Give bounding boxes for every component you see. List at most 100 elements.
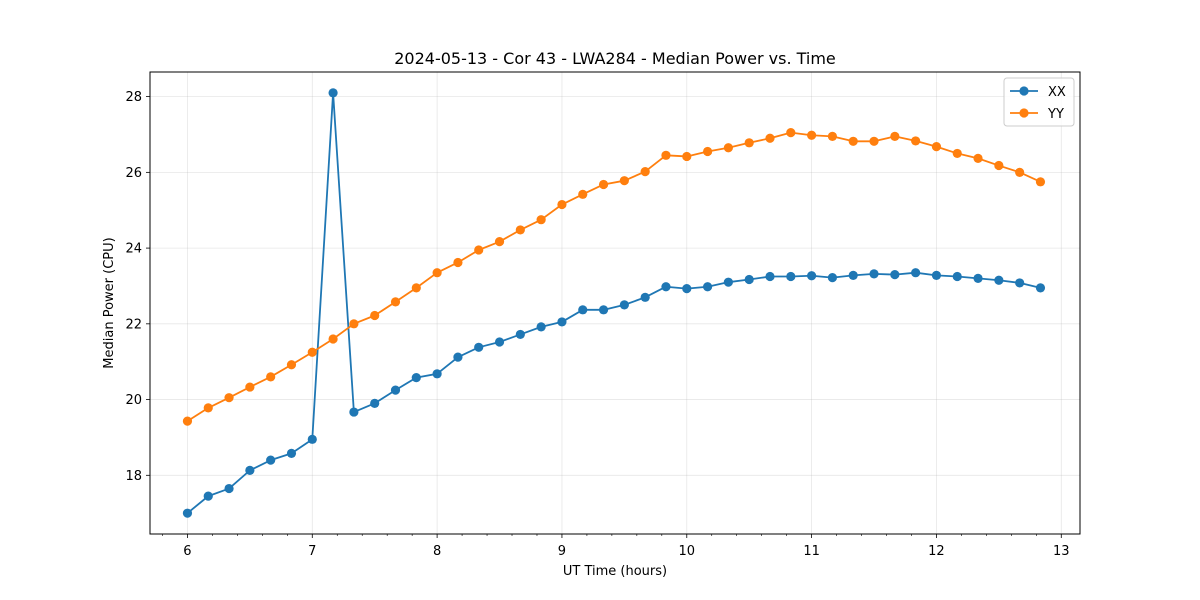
data-point-xx (786, 271, 796, 282)
data-point-yy (286, 360, 297, 370)
data-point-xx (869, 269, 879, 279)
data-point-xx (286, 448, 297, 458)
legend-marker-xx (1019, 86, 1029, 96)
plot-frame (149, 71, 1081, 535)
data-point-yy (786, 127, 796, 138)
data-point-xx (578, 305, 588, 315)
data-point-yy (432, 268, 442, 278)
data-point-xx (182, 508, 193, 518)
y-tick-label: 22 (125, 317, 142, 332)
series-layer (182, 88, 1046, 518)
data-point-yy (744, 138, 754, 148)
y-tick-label: 20 (125, 393, 142, 408)
data-point-xx (432, 369, 442, 379)
data-point-xx (245, 465, 255, 475)
data-point-xx (640, 292, 650, 302)
data-point-yy (370, 310, 380, 321)
y-axis-label: Median Power (CPU) (102, 237, 117, 368)
data-point-xx (598, 305, 609, 315)
x-tick-label: 13 (1053, 544, 1070, 559)
data-point-xx (702, 282, 713, 292)
data-point-yy (328, 334, 338, 344)
data-point-xx (557, 317, 567, 327)
legend-marker-yy (1019, 108, 1029, 118)
legend-label-xx: XX (1048, 85, 1066, 100)
data-point-xx (390, 385, 401, 395)
axes: 6 7 8 9 10 11 12 13 18 20 22 24 26 28 (125, 90, 1069, 559)
data-point-xx (682, 284, 692, 294)
data-point-xx (973, 273, 983, 283)
data-point-xx (515, 329, 525, 340)
data-point-yy (557, 199, 567, 210)
data-point-xx (536, 322, 546, 332)
y-tick-label: 28 (125, 90, 142, 105)
data-point-yy (994, 160, 1004, 171)
data-point-xx (328, 88, 338, 98)
data-point-yy (203, 403, 213, 413)
chart-title: 2024-05-13 - Cor 43 - LWA284 - Median Po… (394, 49, 836, 68)
data-point-xx (1015, 278, 1025, 288)
x-tick-label: 6 (183, 544, 191, 559)
data-point-yy (869, 136, 879, 146)
x-tick-label: 9 (558, 544, 566, 559)
x-tick-label: 8 (433, 544, 441, 559)
data-point-yy (765, 133, 775, 143)
data-point-xx (224, 483, 234, 494)
data-point-yy (890, 131, 900, 141)
data-point-xx (827, 273, 838, 283)
data-point-yy (245, 382, 255, 392)
data-point-yy (474, 245, 484, 255)
data-point-yy (723, 143, 733, 153)
data-point-xx (911, 268, 921, 278)
data-point-yy (536, 215, 546, 225)
data-point-yy (182, 416, 193, 426)
data-point-yy (453, 257, 463, 268)
data-point-xx (1035, 283, 1046, 293)
data-point-yy (307, 347, 317, 357)
data-point-yy (390, 297, 401, 307)
data-point-yy (224, 393, 234, 403)
data-point-xx (266, 455, 276, 465)
data-point-yy (827, 131, 838, 141)
data-point-yy (682, 151, 692, 162)
data-point-yy (266, 372, 276, 382)
data-point-xx (307, 434, 317, 444)
data-point-yy (515, 225, 525, 235)
data-point-xx (765, 271, 775, 282)
data-point-yy (973, 153, 983, 163)
data-point-xx (723, 277, 733, 287)
data-point-yy (848, 136, 858, 146)
data-point-xx (744, 274, 754, 285)
x-tick-label: 12 (928, 544, 945, 559)
data-point-xx (661, 282, 671, 292)
data-point-xx (848, 270, 858, 280)
data-point-yy (952, 148, 962, 159)
data-point-yy (702, 146, 713, 157)
y-tick-label: 18 (125, 469, 142, 484)
data-point-yy (411, 283, 421, 293)
data-point-yy (931, 142, 942, 152)
data-point-yy (578, 189, 588, 199)
data-point-xx (203, 491, 213, 501)
x-axis-label: UT Time (hours) (563, 564, 667, 579)
data-point-yy (1035, 177, 1046, 187)
data-point-yy (619, 176, 629, 186)
x-tick-label: 10 (679, 544, 696, 559)
legend-label-yy: YY (1047, 107, 1064, 122)
data-point-xx (952, 271, 962, 282)
data-point-yy (598, 179, 609, 190)
data-point-xx (349, 407, 359, 417)
y-tick-label: 24 (125, 242, 142, 257)
x-tick-label: 7 (308, 544, 316, 559)
data-point-xx (494, 337, 505, 347)
data-point-yy (911, 136, 921, 146)
data-point-xx (474, 342, 484, 352)
data-point-xx (411, 373, 421, 383)
legend: XX YY (1003, 77, 1075, 127)
data-point-xx (994, 275, 1004, 285)
data-point-xx (453, 352, 463, 362)
y-tick-label: 26 (125, 166, 142, 181)
data-point-yy (349, 319, 359, 329)
data-point-yy (661, 150, 671, 160)
